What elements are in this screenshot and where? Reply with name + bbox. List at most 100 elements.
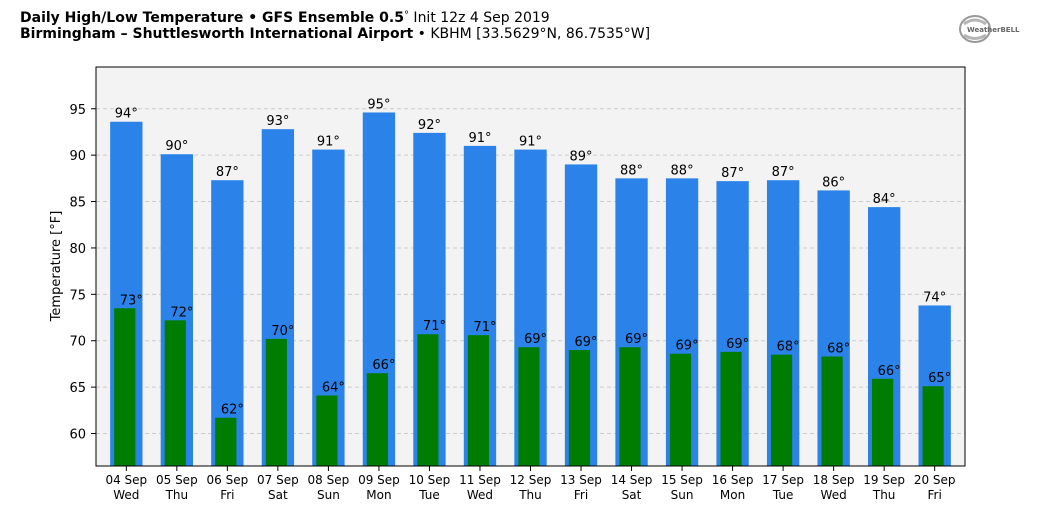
low-label: 70° xyxy=(271,324,294,339)
x-tick-weekday: Fri xyxy=(928,488,942,502)
y-tick-label: 95 xyxy=(69,103,86,118)
title-degree: ° xyxy=(403,10,409,21)
low-label: 73° xyxy=(120,293,143,308)
high-label: 74° xyxy=(923,290,946,305)
low-bar xyxy=(164,320,186,466)
low-label: 69° xyxy=(726,337,749,352)
low-label: 69° xyxy=(524,332,547,347)
low-label: 72° xyxy=(170,305,193,320)
x-tick-weekday: Mon xyxy=(366,488,391,502)
high-label: 86° xyxy=(822,175,845,190)
low-label: 66° xyxy=(878,364,901,379)
x-tick-date: 11 Sep xyxy=(459,473,501,487)
y-tick-label: 70 xyxy=(69,335,86,350)
x-tick-date: 08 Sep xyxy=(308,473,350,487)
low-label: 66° xyxy=(372,358,395,373)
low-label: 71° xyxy=(423,319,446,334)
x-tick-weekday: Wed xyxy=(113,488,139,502)
low-label: 68° xyxy=(827,342,850,357)
x-tick-weekday: Tue xyxy=(772,488,794,502)
high-label: 91° xyxy=(519,135,542,150)
x-tick-weekday: Thu xyxy=(165,488,189,502)
x-tick-date: 10 Sep xyxy=(409,473,451,487)
y-axis: 60 65 70 75 80 85 90 95 xyxy=(69,103,96,443)
high-label: 87° xyxy=(721,166,744,181)
low-label: 69° xyxy=(625,332,648,347)
low-bar xyxy=(770,354,793,466)
low-bar xyxy=(417,334,439,466)
low-bar xyxy=(316,395,338,466)
high-label: 91° xyxy=(468,131,491,146)
high-label: 95° xyxy=(367,97,390,112)
low-bar xyxy=(669,353,692,466)
high-label: 89° xyxy=(569,149,592,164)
x-tick-weekday: Sun xyxy=(671,488,694,502)
high-label: 88° xyxy=(671,163,694,178)
location-name: Birmingham – Shuttlesworth International… xyxy=(20,26,414,42)
y-tick-label: 75 xyxy=(69,288,86,303)
x-tick-date: 06 Sep xyxy=(207,473,249,487)
x-tick-date: 16 Sep xyxy=(712,473,754,487)
location-coords: • KBHM [33.5629°N, 86.7535°W] xyxy=(413,26,651,42)
low-label: 69° xyxy=(676,339,699,354)
high-label: 84° xyxy=(873,192,896,207)
x-tick-weekday: Wed xyxy=(821,488,847,502)
x-tick-weekday: Sat xyxy=(622,488,642,502)
y-tick-label: 65 xyxy=(69,381,86,396)
low-bar xyxy=(467,335,490,466)
x-tick-date: 12 Sep xyxy=(510,473,552,487)
low-bar xyxy=(518,347,540,466)
y-tick-label: 60 xyxy=(69,428,86,443)
low-bar xyxy=(619,347,641,466)
low-bar xyxy=(265,338,287,466)
title-bold: Daily High/Low Temperature • GFS Ensembl… xyxy=(20,10,404,26)
title-init: Init 12z 4 Sep 2019 xyxy=(408,10,550,26)
high-label: 93° xyxy=(266,114,289,129)
low-label: 71° xyxy=(473,320,496,335)
low-bar xyxy=(922,386,944,466)
high-label: 87° xyxy=(216,165,239,180)
low-bar xyxy=(366,373,388,466)
x-tick-weekday: Thu xyxy=(872,488,896,502)
low-label: 65° xyxy=(928,371,951,386)
low-bar xyxy=(821,356,843,466)
x-tick-weekday: Sat xyxy=(268,488,288,502)
low-bar xyxy=(114,308,136,466)
low-label: 69° xyxy=(574,335,597,350)
y-tick-label: 85 xyxy=(69,196,86,211)
logo-text: WeatherBELL xyxy=(967,26,1020,34)
x-tick-date: 18 Sep xyxy=(813,473,855,487)
x-tick-weekday: Fri xyxy=(574,488,588,502)
x-tick-date: 15 Sep xyxy=(661,473,703,487)
high-label: 88° xyxy=(620,163,643,178)
high-label: 92° xyxy=(418,118,441,133)
low-label: 68° xyxy=(777,340,800,355)
high-label: 94° xyxy=(115,107,138,122)
x-tick-date: 13 Sep xyxy=(560,473,602,487)
low-bar xyxy=(215,417,237,466)
chart-subtitle: Birmingham – Shuttlesworth International… xyxy=(20,26,650,42)
x-tick-date: 04 Sep xyxy=(105,473,147,487)
x-tick-date: 05 Sep xyxy=(156,473,198,487)
low-bar xyxy=(871,378,894,466)
weatherbell-logo: WeatherBELL xyxy=(959,15,1020,43)
x-tick-weekday: Fri xyxy=(220,488,234,502)
low-label: 62° xyxy=(221,403,244,418)
x-tick-date: 20 Sep xyxy=(914,473,956,487)
x-tick-date: 09 Sep xyxy=(358,473,400,487)
y-tick-label: 90 xyxy=(69,149,86,164)
low-bar xyxy=(568,350,591,466)
y-tick-label: 80 xyxy=(69,242,86,257)
low-bar xyxy=(720,351,742,466)
x-tick-weekday: Wed xyxy=(467,488,493,502)
x-tick-weekday: Sun xyxy=(317,488,340,502)
chart-header: Daily High/Low Temperature • GFS Ensembl… xyxy=(20,8,650,42)
x-tick-weekday: Thu xyxy=(518,488,542,502)
x-tick-date: 14 Sep xyxy=(611,473,653,487)
chart-title: Daily High/Low Temperature • GFS Ensembl… xyxy=(20,8,650,26)
high-label: 87° xyxy=(772,165,795,180)
bars: 94° 73° 90° 72° 87° 62° 93° 70° 91° 64° 95° 66° 92° 7… xyxy=(110,97,951,467)
x-tick-date: 07 Sep xyxy=(257,473,299,487)
